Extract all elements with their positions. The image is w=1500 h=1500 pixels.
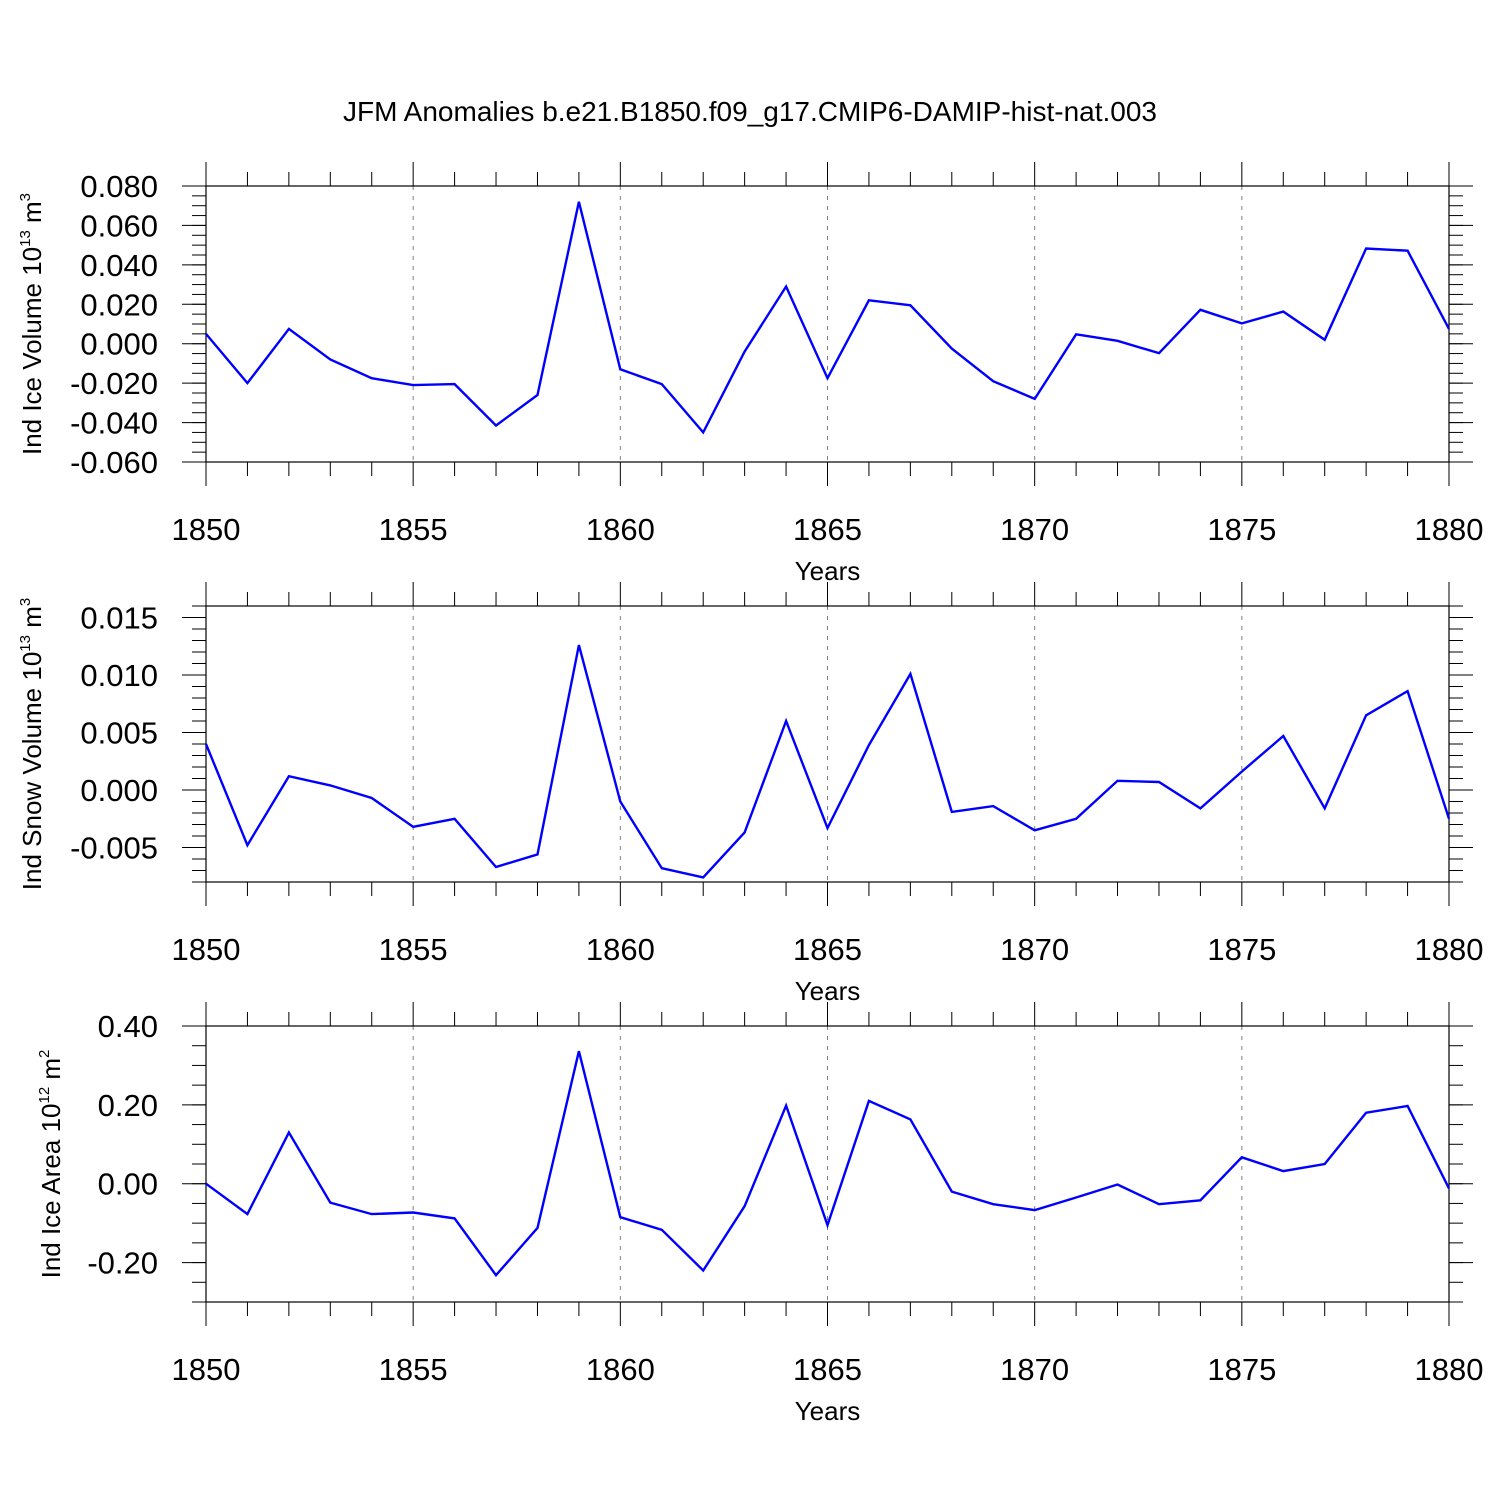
x-tick-label: 1870 xyxy=(1000,932,1069,967)
y-axis-title-text: Ind Ice Area 10 xyxy=(36,1104,66,1279)
y-axis-title-text: m xyxy=(17,201,47,230)
x-tick-label: 1870 xyxy=(1000,1352,1069,1387)
y-axis-title-text: m xyxy=(36,1058,66,1087)
chart-panel-1: -0.060 -0.040 -0.020 0.000 0.020 0.040 0.060 0.… xyxy=(17,162,1484,586)
y-tick-label: -0.060 xyxy=(70,445,158,480)
x-tick-label: 1865 xyxy=(793,1352,862,1387)
y-axis-title-superscript: 12 xyxy=(36,1087,53,1104)
x-axis-title: Years xyxy=(795,1396,861,1426)
x-tick-label: 1865 xyxy=(793,512,862,547)
y-axis-title-text: Ind Snow Volume 10 xyxy=(17,652,47,891)
y-tick-label: 0.010 xyxy=(80,658,158,693)
x-axis-title: Years xyxy=(795,976,861,1006)
y-tick-label: 0.015 xyxy=(80,601,158,636)
x-tick-label: 1880 xyxy=(1415,932,1484,967)
y-tick-label: -0.020 xyxy=(70,366,158,401)
x-tick-label: 1860 xyxy=(586,512,655,547)
y-axis-title-superscript: 3 xyxy=(17,193,34,201)
chart-panel-3: -0.20 0.00 0.20 0.40 1850 1855 1860 1865 1870 187… xyxy=(36,1002,1484,1426)
x-tick-label: 1855 xyxy=(379,1352,448,1387)
y-tick-label: -0.040 xyxy=(70,406,158,441)
y-tick-label: -0.20 xyxy=(87,1246,158,1281)
y-axis-title: Ind Snow Volume 1013 m3 xyxy=(17,598,47,890)
x-tick-label: 1865 xyxy=(793,932,862,967)
y-axis-title-superscript: 2 xyxy=(36,1050,53,1058)
x-tick-label: 1875 xyxy=(1207,512,1276,547)
y-tick-label: 0.040 xyxy=(80,248,158,283)
y-axis-title-text: m xyxy=(17,606,47,635)
x-tick-label: 1880 xyxy=(1415,1352,1484,1387)
y-tick-label: 0.00 xyxy=(98,1167,158,1202)
y-axis-title-text: Ind Ice Volume 10 xyxy=(17,247,47,455)
x-tick-label: 1875 xyxy=(1207,932,1276,967)
series-line xyxy=(205,1050,1451,1278)
x-tick-label: 1850 xyxy=(172,512,241,547)
page-title: JFM Anomalies b.e21.B1850.f09_g17.CMIP6-… xyxy=(343,96,1157,127)
x-tick-label: 1850 xyxy=(172,1352,241,1387)
y-axis-title-superscript: 13 xyxy=(17,635,34,652)
x-tick-label: 1880 xyxy=(1415,512,1484,547)
y-tick-label: 0.20 xyxy=(98,1088,158,1123)
y-tick-label: 0.060 xyxy=(80,208,158,243)
y-axis-title-superscript: 13 xyxy=(17,230,34,247)
x-axis-title: Years xyxy=(795,556,861,586)
y-tick-label: 0.080 xyxy=(80,169,158,204)
x-tick-label: 1875 xyxy=(1207,1352,1276,1387)
y-tick-label: 0.020 xyxy=(80,287,158,322)
x-tick-label: 1870 xyxy=(1000,512,1069,547)
y-axis-title-superscript: 3 xyxy=(17,598,34,606)
y-tick-label: 0.005 xyxy=(80,716,158,751)
chart-panel-2: -0.005 0.000 0.005 0.010 0.015 1850 1855 1860 18… xyxy=(17,582,1484,1006)
y-tick-label: 0.40 xyxy=(98,1009,158,1044)
x-tick-label: 1855 xyxy=(379,932,448,967)
y-axis-title: Ind Ice Area 1012 m2 xyxy=(36,1050,66,1279)
y-axis-title: Ind Ice Volume 1013 m3 xyxy=(17,193,47,455)
y-tick-label: -0.005 xyxy=(70,831,158,866)
y-tick-label: 0.000 xyxy=(80,327,158,362)
x-tick-label: 1860 xyxy=(586,932,655,967)
x-tick-label: 1855 xyxy=(379,512,448,547)
x-tick-label: 1850 xyxy=(172,932,241,967)
x-tick-label: 1860 xyxy=(586,1352,655,1387)
y-tick-label: 0.000 xyxy=(80,773,158,808)
